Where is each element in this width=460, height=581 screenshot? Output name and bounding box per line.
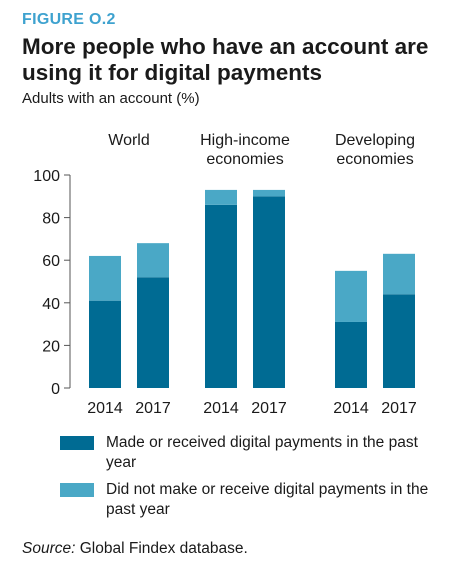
bar-non-digital: [253, 189, 285, 197]
group-label: World: [108, 132, 150, 149]
y-tick-label: 40: [42, 296, 60, 313]
bar-digital: [205, 204, 237, 388]
x-tick-label: 2014: [333, 400, 369, 417]
source-text: Global Findex database.: [79, 540, 248, 557]
legend-swatch-digital: [60, 436, 94, 450]
bar-non-digital: [335, 270, 367, 322]
legend-swatch-non-digital: [60, 483, 94, 497]
y-tick-label: 80: [42, 211, 60, 228]
source-note: Source: Global Findex database.: [22, 540, 248, 558]
legend-item-digital: Made or received digital payments in the…: [60, 433, 450, 473]
chart-legend: Made or received digital payments in the…: [60, 433, 450, 527]
bar-non-digital: [205, 189, 237, 205]
chart-title: More people who have an account are usin…: [22, 34, 429, 85]
chart-subtitle: Adults with an account (%): [22, 90, 200, 107]
bar-non-digital: [383, 253, 415, 295]
bar-digital: [89, 300, 121, 388]
bar-digital: [253, 196, 285, 388]
figure-label: FIGURE O.2: [22, 11, 116, 28]
group-label: economies: [336, 151, 413, 168]
source-label: Source:: [22, 540, 76, 557]
x-tick-label: 2014: [203, 400, 239, 417]
y-tick-label: 60: [42, 253, 60, 270]
group-label: High-income: [200, 132, 290, 149]
bar-non-digital: [89, 255, 121, 301]
bar-digital: [137, 277, 169, 388]
bar-digital: [383, 294, 415, 388]
group-label: economies: [206, 151, 283, 168]
y-tick-label: 0: [51, 381, 60, 398]
y-tick-label: 20: [42, 338, 60, 355]
x-tick-label: 2017: [135, 400, 171, 417]
bar-digital: [335, 321, 367, 388]
legend-label-non-digital: Did not make or receive digital payments…: [106, 481, 429, 518]
bar-non-digital: [137, 243, 169, 278]
legend-label-digital: Made or received digital payments in the…: [106, 434, 418, 471]
group-label: Developing: [335, 132, 415, 149]
stacked-bar-chart: 0 20 40 60 80 100 World 2014 2017 High-income econ…: [33, 132, 417, 417]
x-tick-label: 2017: [381, 400, 417, 417]
x-tick-label: 2014: [87, 400, 123, 417]
x-tick-label: 2017: [251, 400, 287, 417]
legend-item-non-digital: Did not make or receive digital payments…: [60, 480, 450, 520]
y-tick-label: 100: [33, 168, 60, 185]
